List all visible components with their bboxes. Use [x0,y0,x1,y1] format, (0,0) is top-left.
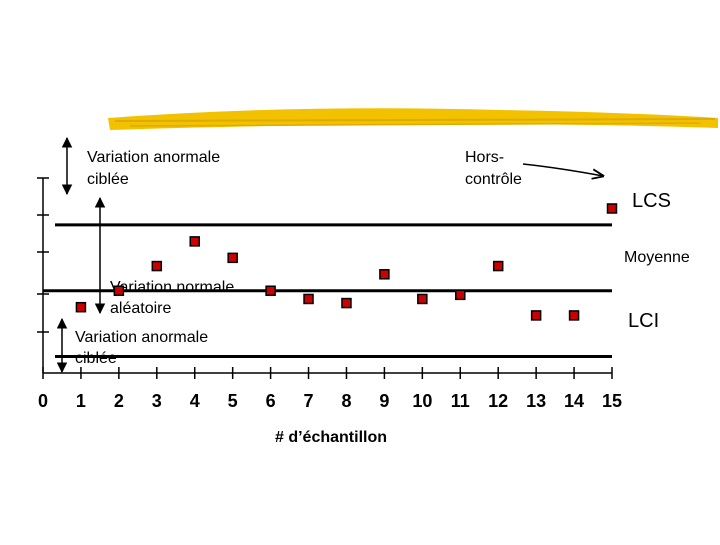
x-tick-label: 7 [304,391,314,411]
bottom-special-variation-label: Variation anormale ciblée [75,329,213,367]
data-point [189,236,200,247]
x-tick-label: 0 [38,391,48,411]
x-tick-label: 3 [152,391,162,411]
decorative-stripe [108,108,718,130]
x-tick-label: 4 [190,391,200,411]
data-point [417,293,428,305]
data-point [379,269,390,280]
data-point [75,301,87,313]
x-tick-label: 9 [379,391,389,411]
data-point [113,285,125,296]
ucl-label: LCS [632,190,671,212]
data-points [75,203,618,321]
data-point [606,203,618,214]
y-axis [37,177,49,373]
x-axis-ticks [42,367,613,379]
x-tick-label: 12 [488,391,508,411]
data-point [341,297,352,309]
data-point [530,310,542,321]
x-tick-label: 2 [114,391,124,411]
top-special-variation-label: Variation anormale ciblée [87,149,225,188]
data-point [492,260,504,272]
out-of-control-arrow [522,163,603,176]
data-point [227,252,238,264]
x-axis: 0 1 2 3 4 5 6 7 8 9 10 11 12 13 14 15 [38,367,622,411]
x-tick-label: 11 [451,391,470,411]
x-tick-label: 8 [341,391,351,411]
data-point [303,293,314,305]
x-tick-label: 1 [76,391,86,411]
data-point [151,260,163,272]
x-axis-tick-labels: 0 1 2 3 4 5 6 7 8 9 10 11 12 13 14 15 [38,391,622,411]
x-tick-label: 14 [564,391,584,411]
data-point [455,289,466,301]
x-tick-label: 6 [266,391,276,411]
x-axis-title: # d’échantillon [275,429,387,446]
data-point [265,285,276,296]
lcl-label: LCI [628,310,659,332]
x-tick-label: 13 [526,391,546,411]
x-tick-label: 15 [602,391,622,411]
x-tick-label: 10 [412,391,432,411]
data-point [568,310,580,321]
mean-label: Moyenne [624,249,690,266]
x-tick-label: 5 [228,391,238,411]
normal-variation-label: Variation normale aléatoire [110,279,239,317]
out-of-control-label: Hors- contrôle [465,149,522,188]
